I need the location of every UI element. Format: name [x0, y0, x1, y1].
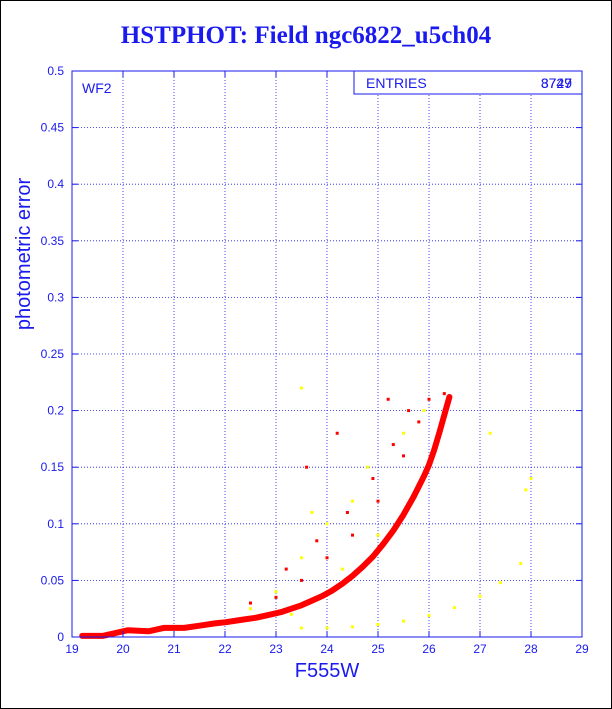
data-point — [427, 397, 431, 401]
y-axis-title: photometric error — [13, 178, 35, 331]
data-point — [300, 626, 303, 630]
data-point — [417, 420, 421, 424]
y-tick-label: 0.1 — [47, 517, 64, 531]
data-point — [442, 392, 446, 396]
x-tick-label: 23 — [269, 642, 283, 656]
data-point — [422, 409, 426, 413]
data-point — [453, 606, 456, 610]
data-point — [325, 626, 329, 630]
data-point — [351, 533, 354, 537]
data-point — [345, 510, 349, 514]
y-tick-label: 0.05 — [41, 573, 65, 587]
y-tick-label: 0 — [57, 630, 64, 644]
y-tick-label: 0.45 — [41, 121, 65, 135]
data-point — [325, 522, 329, 526]
chart-title: HSTPHOT: Field ngc6822_u5ch04 — [120, 22, 492, 49]
y-tick-label: 0.4 — [47, 177, 64, 191]
scatter-points — [79, 386, 533, 639]
data-point — [335, 431, 339, 435]
panel-label: WF2 — [82, 80, 112, 96]
data-point — [402, 431, 405, 435]
data-point — [325, 556, 329, 560]
data-point — [391, 443, 395, 447]
x-tick-label: 20 — [116, 642, 130, 656]
data-density-band — [79, 394, 453, 639]
data-point — [376, 533, 380, 537]
stats-box-border — [353, 70, 583, 95]
y-tick-label: 0.35 — [41, 234, 65, 248]
data-point — [289, 612, 293, 616]
y-tick-label: 0.15 — [41, 460, 65, 474]
x-tick-label: 24 — [320, 642, 334, 656]
data-point — [300, 386, 303, 390]
x-tick-label: 19 — [65, 642, 79, 656]
data-point — [427, 613, 431, 617]
data-point — [371, 477, 375, 481]
x-tick-label: 27 — [473, 642, 487, 656]
y-axis-ticks: 0 0.05 0.1 0.15 0.2 0.25 0.3 0.35 0.4 0.45 0.5 — [41, 64, 582, 644]
data-point — [310, 510, 314, 514]
data-point — [315, 539, 319, 543]
data-point — [529, 477, 533, 481]
data-point — [340, 567, 344, 571]
x-tick-label: 29 — [575, 642, 589, 656]
data-point — [305, 465, 309, 469]
data-point — [478, 594, 482, 598]
data-point — [376, 623, 380, 627]
data-point — [524, 488, 528, 492]
stats-entries-label: ENTRIES — [366, 75, 427, 91]
x-tick-label: 22 — [218, 642, 232, 656]
data-point — [519, 561, 523, 565]
data-point — [488, 431, 492, 435]
data-point — [402, 619, 405, 623]
x-tick-label: 26 — [422, 642, 436, 656]
x-tick-label: 25 — [371, 642, 385, 656]
data-point — [249, 607, 252, 611]
x-axis-title: F555W — [295, 660, 360, 682]
data-point — [300, 578, 303, 582]
y-tick-label: 0.25 — [41, 347, 65, 361]
data-point — [249, 601, 252, 605]
y-tick-label: 0.3 — [47, 290, 64, 304]
data-point — [351, 625, 354, 629]
x-axis-ticks: 19 20 21 22 23 24 25 26 27 28 29 — [65, 71, 589, 656]
data-point — [407, 409, 411, 413]
data-point — [366, 465, 370, 469]
data-point — [376, 499, 380, 503]
y-tick-label: 0.5 — [47, 64, 64, 78]
data-point — [386, 397, 390, 401]
data-point — [274, 595, 278, 599]
x-tick-label: 21 — [167, 642, 181, 656]
x-tick-label: 28 — [524, 642, 538, 656]
y-tick-label: 0.2 — [47, 404, 64, 418]
stats-box: ENTRIES 8749 3727 — [353, 70, 583, 95]
stats-entries-value: 3727 — [541, 75, 572, 91]
data-point — [300, 556, 303, 560]
stats-entries-value: 8749 — [541, 75, 572, 91]
data-point — [402, 454, 405, 458]
data-point — [274, 590, 278, 594]
data-point — [498, 581, 502, 585]
data-point — [351, 499, 354, 503]
data-point — [284, 567, 288, 571]
